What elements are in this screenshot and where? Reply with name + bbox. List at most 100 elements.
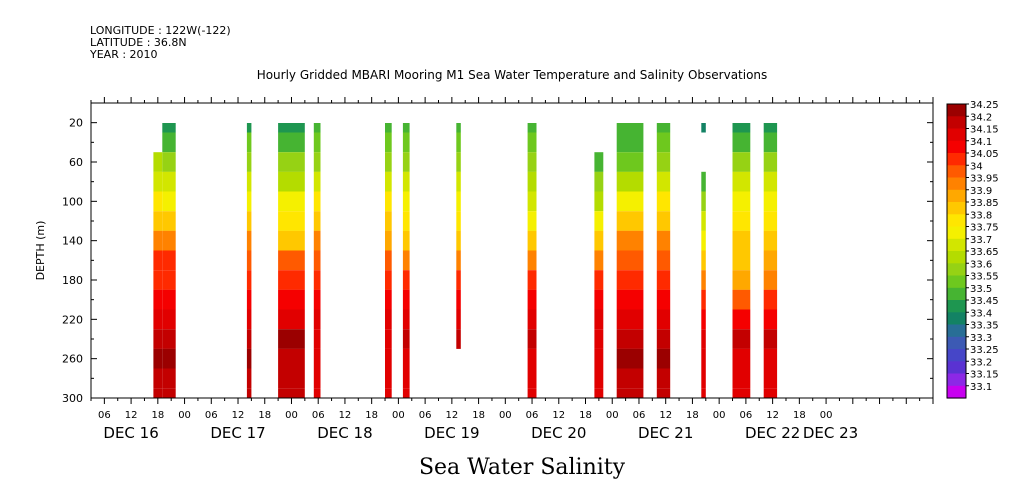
salinity-cell (656, 123, 671, 133)
colorbar-label: 33.5 (970, 284, 992, 295)
salinity-cell (732, 289, 751, 310)
salinity-cell (656, 309, 671, 330)
salinity-cell (385, 388, 392, 398)
salinity-cell (594, 388, 604, 398)
hour-tick-label: 06 (633, 410, 646, 421)
salinity-cell (246, 191, 252, 212)
salinity-cell (616, 329, 644, 349)
salinity-cell (763, 230, 778, 251)
salinity-cell (701, 211, 706, 231)
salinity-cell (701, 309, 706, 330)
colorbar-label: 33.45 (970, 296, 999, 307)
salinity-cell (385, 270, 392, 290)
salinity-cell (313, 368, 321, 389)
salinity-cell (594, 230, 604, 251)
salinity-cell (594, 211, 604, 231)
hour-tick-label: 18 (472, 410, 485, 421)
hour-tick-label: 06 (205, 410, 218, 421)
salinity-cell (313, 329, 321, 349)
day-label: DEC 22 (745, 424, 800, 442)
salinity-cell (732, 152, 751, 172)
salinity-cell (246, 171, 252, 192)
colorbar-label: 33.15 (970, 370, 999, 381)
salinity-cell (153, 191, 163, 212)
salinity-cell (456, 211, 461, 231)
salinity-cell (732, 329, 751, 349)
salinity-cell (313, 270, 321, 290)
salinity-cell (763, 171, 778, 192)
salinity-cell (162, 211, 176, 231)
salinity-cell (385, 250, 392, 271)
hour-tick-label: 18 (686, 410, 699, 421)
salinity-cell (763, 289, 778, 310)
hour-tick-label: 12 (232, 410, 245, 421)
salinity-cell (385, 191, 392, 212)
salinity-cell (153, 329, 163, 349)
salinity-cell (313, 132, 321, 153)
salinity-cell (527, 348, 537, 369)
salinity-cell (385, 123, 392, 133)
salinity-cell (402, 132, 410, 153)
salinity-cell (656, 171, 671, 192)
salinity-cell (385, 309, 392, 330)
salinity-cell (732, 171, 751, 192)
salinity-cell (732, 348, 751, 369)
salinity-cell (616, 171, 644, 192)
salinity-cell (656, 270, 671, 290)
colorbar-label: 33.7 (970, 235, 992, 246)
salinity-cell (701, 171, 706, 192)
salinity-cell (594, 250, 604, 271)
salinity-cell (616, 348, 644, 369)
salinity-cell (594, 348, 604, 369)
colorbar-swatch (947, 300, 966, 313)
colorbar-label: 33.6 (970, 259, 992, 270)
depth-tick-label: 100 (62, 195, 83, 208)
hour-tick-label: 18 (258, 410, 271, 421)
salinity-cell (402, 270, 410, 290)
salinity-cell (616, 289, 644, 310)
salinity-cell (594, 309, 604, 330)
hour-tick-label: 00 (713, 410, 726, 421)
colorbar-label: 33.25 (970, 345, 999, 356)
salinity-cell (153, 171, 163, 192)
salinity-cell (527, 123, 537, 133)
colorbar-swatch (947, 214, 966, 228)
colorbar-swatch (947, 177, 966, 191)
salinity-cell (527, 329, 537, 349)
salinity-cell (402, 230, 410, 251)
salinity-cell (594, 152, 604, 172)
salinity-cell (456, 309, 461, 330)
hour-tick-label: 12 (552, 410, 565, 421)
salinity-cell (701, 250, 706, 271)
salinity-cell (278, 250, 305, 271)
colorbar-swatch (947, 287, 966, 301)
hour-tick-label: 06 (740, 410, 753, 421)
hour-tick-label: 00 (285, 410, 298, 421)
salinity-cell (616, 191, 644, 212)
day-label: DEC 23 (803, 424, 858, 442)
salinity-cell (402, 329, 410, 349)
colorbar-swatch (947, 128, 966, 142)
salinity-cell (527, 368, 537, 389)
salinity-cell (763, 309, 778, 330)
salinity-cell (313, 230, 321, 251)
colorbar-swatch (947, 165, 966, 179)
salinity-cell (153, 250, 163, 271)
salinity-cell (701, 230, 706, 251)
salinity-cell (594, 191, 604, 212)
salinity-cell (763, 211, 778, 231)
salinity-cell (656, 368, 671, 389)
salinity-cell (278, 132, 305, 153)
salinity-cell (656, 152, 671, 172)
colorbar-label: 33.65 (970, 247, 999, 258)
salinity-cell (278, 211, 305, 231)
salinity-cell (313, 152, 321, 172)
salinity-cell (246, 230, 252, 251)
salinity-cell (385, 368, 392, 389)
y-axis-label: DEPTH (m) (34, 221, 47, 281)
latitude-label: LATITUDE : 36.8N (90, 36, 187, 49)
colorbar-label: 33.8 (970, 210, 992, 221)
salinity-cell (656, 250, 671, 271)
salinity-cell (385, 230, 392, 251)
